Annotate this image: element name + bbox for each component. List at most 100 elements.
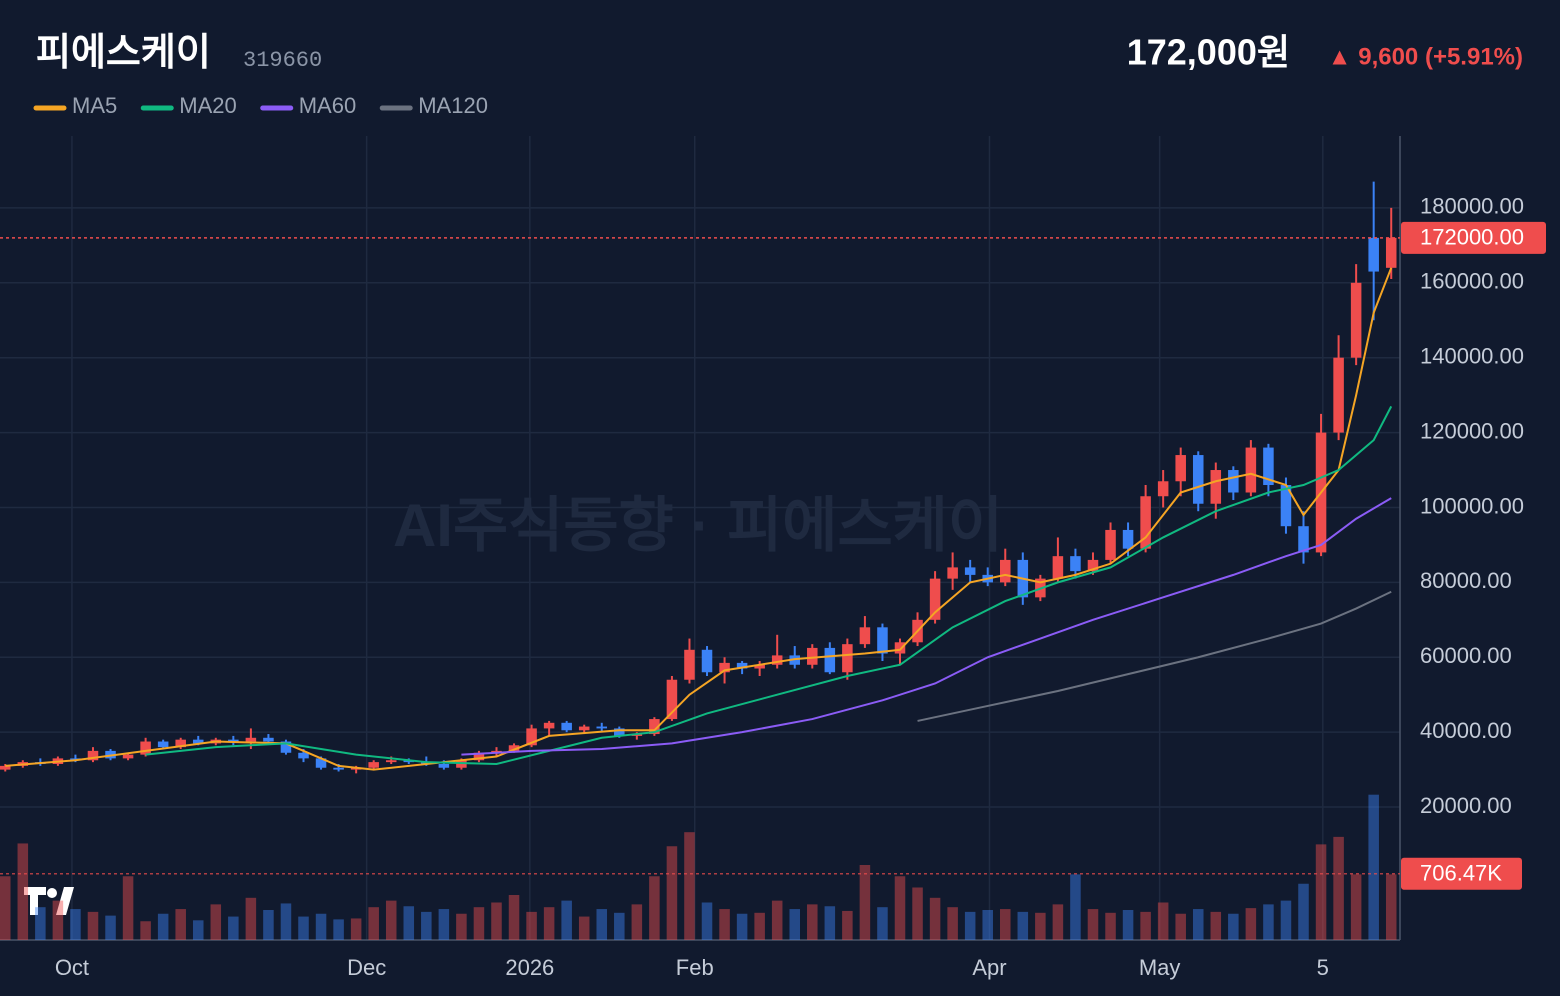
candle-body bbox=[333, 767, 344, 770]
y-tick-label: 100000.00 bbox=[1420, 493, 1524, 518]
stock-code: 319660 bbox=[243, 48, 322, 73]
volume-bar bbox=[1228, 913, 1239, 940]
volume-bar bbox=[736, 913, 748, 940]
volume-ref-label: 706.47K bbox=[1420, 861, 1502, 886]
candle-body bbox=[1192, 455, 1204, 504]
candle-body bbox=[1245, 447, 1257, 493]
volume-bar bbox=[175, 909, 186, 940]
volume-bar bbox=[789, 909, 800, 940]
candle-body bbox=[929, 578, 941, 620]
volume-bar bbox=[1315, 844, 1327, 940]
candle-body bbox=[1070, 556, 1081, 572]
candle-body bbox=[315, 758, 327, 768]
volume-bar bbox=[17, 843, 29, 940]
x-tick-label: Apr bbox=[972, 955, 1006, 980]
volume-bar bbox=[1368, 794, 1379, 940]
stock-name: 피에스케이 bbox=[36, 32, 211, 74]
volume-bar bbox=[1122, 910, 1134, 940]
volume-bar bbox=[157, 913, 169, 940]
candle-body bbox=[0, 765, 11, 770]
volume-bar bbox=[596, 909, 608, 940]
candle-body bbox=[964, 567, 976, 575]
candle-body bbox=[771, 655, 783, 665]
volume-bar bbox=[245, 897, 257, 940]
candle-body bbox=[526, 728, 537, 746]
candle-body bbox=[614, 728, 625, 736]
watermark: AI주식동향 · 피에스케이 bbox=[393, 492, 1003, 559]
volume-bar bbox=[1192, 909, 1204, 940]
volume-bar bbox=[122, 876, 134, 940]
volume-bar bbox=[87, 911, 99, 940]
volume-bar bbox=[1333, 836, 1344, 940]
ma-line bbox=[917, 590, 1392, 722]
y-tick-label: 140000.00 bbox=[1420, 344, 1524, 369]
volume-bar bbox=[754, 912, 765, 940]
candle-body bbox=[859, 627, 871, 645]
candle-body bbox=[298, 752, 309, 759]
y-tick-label: 160000.00 bbox=[1420, 269, 1524, 294]
candle-body bbox=[736, 662, 748, 669]
volume-bar bbox=[1280, 900, 1292, 940]
volume-bar bbox=[701, 902, 713, 940]
volume-bar bbox=[1052, 904, 1064, 940]
volume-bar bbox=[333, 919, 344, 940]
candle-body bbox=[157, 741, 169, 748]
volume-bar bbox=[70, 909, 81, 940]
volume-bar bbox=[614, 912, 625, 940]
candle-body bbox=[754, 664, 765, 669]
volume-bar bbox=[1175, 913, 1186, 940]
x-tick-label: 2026 bbox=[505, 955, 554, 980]
candle-body bbox=[473, 752, 485, 761]
candle-body bbox=[1350, 282, 1362, 358]
candle-body bbox=[543, 722, 555, 729]
volume-bar bbox=[1385, 874, 1397, 940]
volume-bar bbox=[35, 907, 46, 940]
x-tick-label: Oct bbox=[55, 955, 89, 980]
candle-body bbox=[1298, 526, 1309, 553]
candle-body bbox=[894, 642, 906, 654]
candle-body bbox=[1228, 470, 1239, 493]
ma-line bbox=[461, 497, 1392, 756]
x-tick-label: Feb bbox=[676, 955, 714, 980]
candle-body bbox=[1263, 447, 1274, 486]
volume-bar bbox=[1017, 911, 1029, 940]
candle-body bbox=[561, 722, 572, 731]
candle-body bbox=[385, 760, 397, 763]
volume-bar bbox=[666, 846, 678, 940]
candle-body bbox=[192, 739, 204, 744]
last-price-box bbox=[1401, 221, 1546, 254]
candle-body bbox=[87, 750, 99, 761]
volume-bar bbox=[771, 900, 783, 940]
volume-bar bbox=[929, 897, 941, 940]
candle-body bbox=[596, 726, 608, 729]
volume-bar bbox=[192, 920, 204, 940]
candle-body bbox=[649, 719, 660, 735]
candle-body bbox=[719, 662, 730, 673]
volume-bar bbox=[842, 910, 853, 940]
candle-body bbox=[1333, 357, 1344, 433]
candle-body bbox=[1105, 529, 1116, 560]
y-tick-label: 60000.00 bbox=[1420, 643, 1512, 668]
volume-bar bbox=[421, 911, 432, 940]
candle-body bbox=[947, 567, 958, 579]
volume-bar bbox=[228, 916, 239, 940]
volume-bar bbox=[649, 876, 660, 940]
candle-body bbox=[1280, 485, 1292, 527]
x-tick-label: 5 bbox=[1317, 955, 1329, 980]
x-tick-label: May bbox=[1139, 955, 1181, 980]
y-tick-label: 40000.00 bbox=[1420, 718, 1512, 743]
volume-bar bbox=[807, 904, 818, 940]
volume-ref-box bbox=[1401, 857, 1522, 890]
volume-bar bbox=[368, 907, 379, 940]
candle-body bbox=[438, 763, 450, 768]
y-tick-label: 80000.00 bbox=[1420, 568, 1512, 593]
candle-body bbox=[1122, 529, 1134, 549]
volume-bar bbox=[210, 904, 222, 940]
volume-bar bbox=[1245, 908, 1257, 940]
tradingview-logo bbox=[24, 887, 74, 915]
volume-bar bbox=[684, 832, 695, 940]
last-price-label: 172000.00 bbox=[1420, 225, 1524, 250]
volume-bar bbox=[350, 918, 362, 940]
